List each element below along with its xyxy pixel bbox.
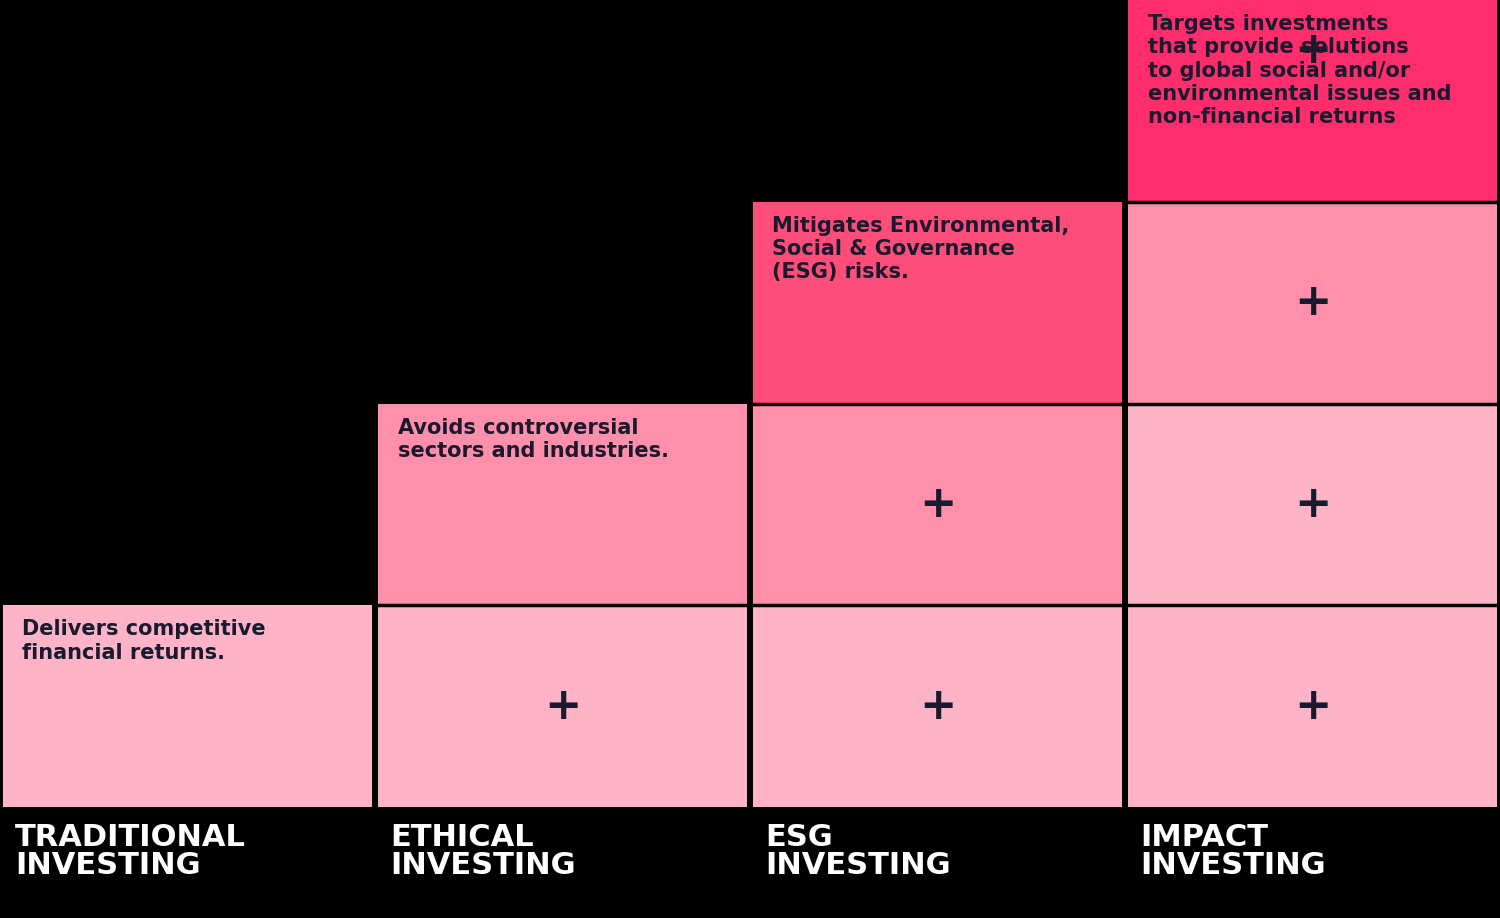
Text: Targets investments
that provide solutions
to global social and/or
environmental: Targets investments that provide solutio… <box>1148 14 1450 127</box>
Bar <box>753 605 1122 807</box>
Text: IMPACT
INVESTING: IMPACT INVESTING <box>1140 823 1326 880</box>
Bar <box>0 807 1500 918</box>
Bar <box>3 605 372 807</box>
Text: ESG
INVESTING: ESG INVESTING <box>765 823 951 880</box>
Bar <box>378 605 747 807</box>
Text: Avoids controversial
sectors and industries.: Avoids controversial sectors and industr… <box>398 418 669 461</box>
Bar <box>1128 202 1497 404</box>
Text: +: + <box>544 685 580 728</box>
Text: Delivers competitive
financial returns.: Delivers competitive financial returns. <box>22 620 266 663</box>
Text: TRADITIONAL
INVESTING: TRADITIONAL INVESTING <box>15 823 246 880</box>
Text: +: + <box>920 483 956 526</box>
Bar <box>753 404 1122 605</box>
Text: +: + <box>920 685 956 728</box>
Text: ETHICAL
INVESTING: ETHICAL INVESTING <box>390 823 576 880</box>
Text: +: + <box>1294 281 1330 324</box>
Bar <box>1128 404 1497 605</box>
Bar <box>1128 605 1497 807</box>
Text: +: + <box>1294 29 1330 72</box>
Text: +: + <box>1294 685 1330 728</box>
Text: +: + <box>1294 483 1330 526</box>
Bar <box>378 404 747 605</box>
Text: Mitigates Environmental,
Social & Governance
(ESG) risks.: Mitigates Environmental, Social & Govern… <box>772 216 1070 282</box>
Bar <box>753 202 1122 404</box>
Bar <box>1128 0 1497 202</box>
